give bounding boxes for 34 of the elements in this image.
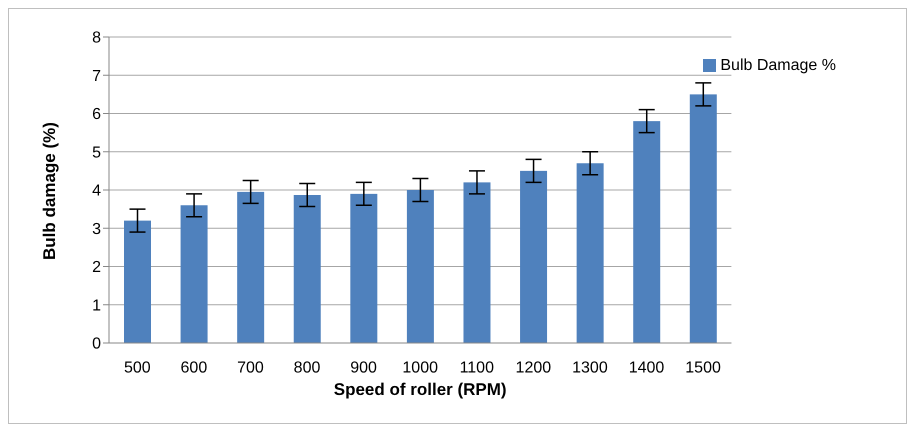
y-tick-label: 8 — [92, 30, 102, 47]
bar — [520, 170, 548, 343]
x-tick-label: 600 — [180, 359, 208, 376]
x-tick-label: 1500 — [685, 359, 721, 376]
y-tick-label: 4 — [92, 182, 102, 200]
x-tick-label: 700 — [237, 359, 264, 376]
x-tick-label: 1000 — [402, 359, 438, 376]
bar — [576, 163, 604, 343]
legend-label: Bulb Damage % — [720, 57, 836, 74]
y-tick-label: 6 — [92, 106, 102, 124]
y-tick-label: 3 — [92, 220, 102, 238]
bar — [690, 94, 717, 343]
bar — [294, 194, 321, 343]
y-tick-label: 7 — [92, 68, 102, 85]
y-tick-label: 2 — [92, 259, 102, 276]
x-tick-label: 1300 — [572, 359, 608, 376]
bar — [350, 194, 378, 343]
x-tick-label: 1400 — [628, 359, 664, 376]
x-tick-label: 1200 — [516, 359, 552, 376]
x-tick-label: 500 — [124, 359, 151, 376]
x-tick-label: 900 — [350, 359, 378, 376]
x-axis-title: Speed of roller (RPM) — [334, 380, 507, 399]
bar — [237, 192, 264, 343]
y-axis-title: Bulb damage (%) — [40, 122, 60, 260]
y-tick-label: 5 — [92, 144, 102, 162]
bar — [463, 182, 490, 343]
x-tick-label: 1100 — [460, 359, 494, 376]
y-tick-label: 1 — [92, 297, 102, 314]
bar — [406, 190, 434, 343]
x-tick-label: 800 — [294, 359, 320, 376]
bar — [180, 205, 208, 343]
bar — [633, 121, 660, 343]
bar — [124, 220, 151, 343]
y-tick-label: 0 — [92, 336, 102, 353]
